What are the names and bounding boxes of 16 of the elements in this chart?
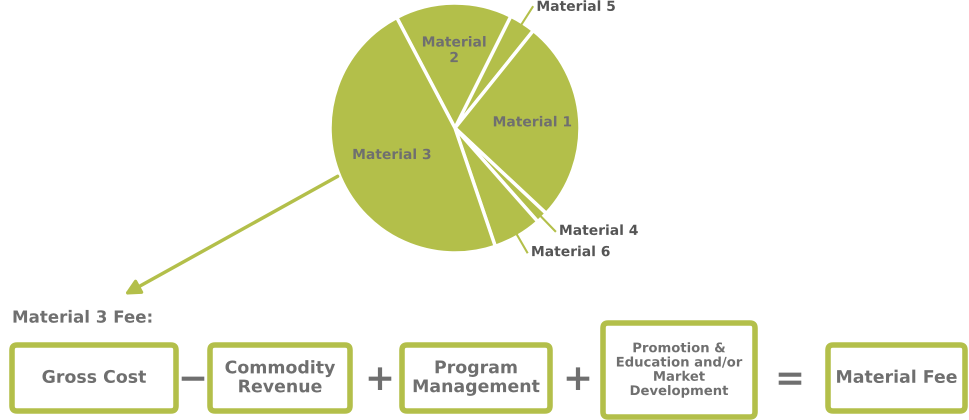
text: +	[368, 367, 392, 390]
slice-label: Material 3	[353, 148, 430, 160]
slice-label: Material 1	[494, 116, 572, 127]
text: +	[566, 367, 590, 390]
text: =	[778, 372, 802, 385]
text: Gross Cost	[42, 370, 146, 384]
text: Promotion & Education and/or Market Development	[616, 342, 742, 398]
slice-label: Material 6	[532, 246, 610, 256]
slice-label: Material 2	[422, 36, 486, 62]
text: −	[182, 376, 204, 381]
text: Material 3 Fee:	[14, 310, 152, 323]
text: Program Management	[414, 360, 540, 396]
slice-label: Material 5	[538, 0, 615, 12]
slice-label: Material 4	[560, 224, 638, 236]
text: Commodity Revenue	[225, 360, 336, 392]
text: Material Fee	[837, 370, 957, 384]
